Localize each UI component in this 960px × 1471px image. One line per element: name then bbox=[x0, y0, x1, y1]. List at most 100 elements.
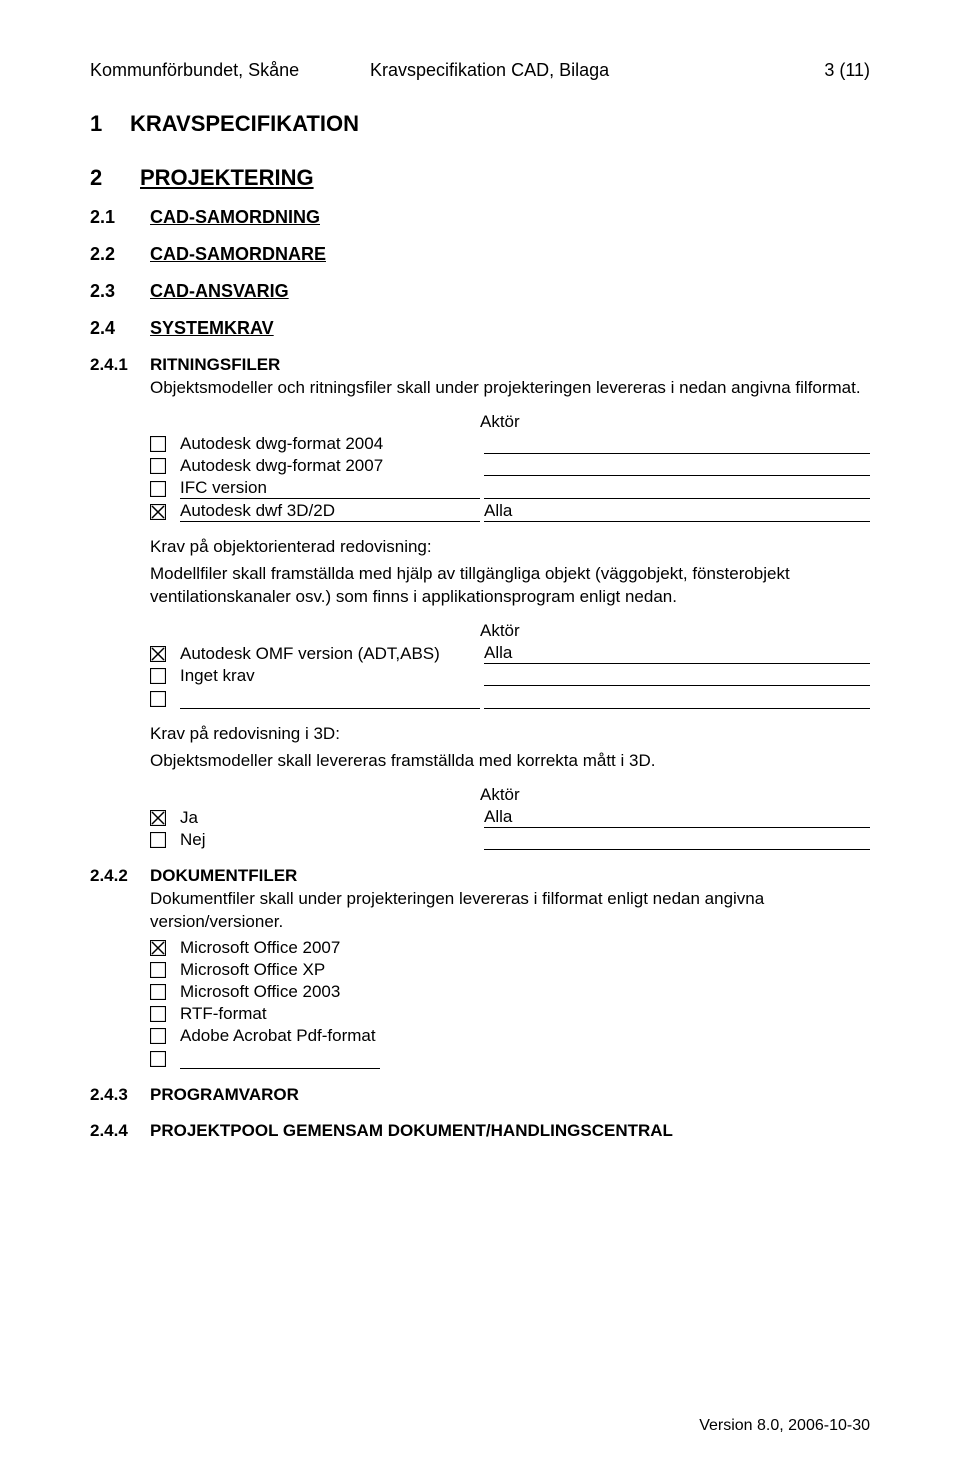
checklist-label: Inget krav bbox=[180, 666, 480, 686]
checklist-label: Microsoft Office XP bbox=[180, 960, 480, 980]
page: Kommunförbundet, Skåne Kravspecifikation… bbox=[0, 0, 960, 1471]
checklist-label: Autodesk dwf 3D/2D bbox=[180, 501, 480, 522]
section-2-4-3-title: PROGRAMVAROR bbox=[150, 1085, 299, 1105]
checklist-label bbox=[180, 1048, 480, 1069]
checklist-label: Microsoft Office 2007 bbox=[180, 938, 480, 958]
krav-objekt-body: Modellfiler skall framställda med hjälp … bbox=[90, 563, 870, 609]
checklist-right-fill: Alla bbox=[484, 501, 870, 522]
checklist-right-fill bbox=[484, 833, 870, 850]
checkbox-empty-icon bbox=[150, 1051, 166, 1067]
checklist-label: Nej bbox=[180, 830, 480, 850]
checkbox-empty-icon bbox=[150, 691, 166, 707]
section-2-1-num: 2.1 bbox=[90, 207, 150, 228]
checklist-label: RTF-format bbox=[180, 1004, 480, 1024]
section-2-4-4: 2.4.4 PROJEKTPOOL GEMENSAM DOKUMENT/HAND… bbox=[90, 1121, 870, 1141]
checklist-label: Autodesk dwg-format 2007 bbox=[180, 456, 480, 476]
aktor-heading-3: Aktör bbox=[90, 785, 870, 805]
checklist-label: Microsoft Office 2003 bbox=[180, 982, 480, 1002]
section-2: 2 PROJEKTERING bbox=[90, 165, 870, 191]
checklist-row: RTF-format bbox=[90, 1004, 870, 1024]
checklist-label: Autodesk OMF version (ADT,ABS) bbox=[180, 644, 480, 664]
checkbox-empty-icon bbox=[150, 1006, 166, 1022]
section-2-3-num: 2.3 bbox=[90, 281, 150, 302]
section-2-4: 2.4 SYSTEMKRAV bbox=[90, 318, 870, 339]
checklist-row: Autodesk dwg-format 2007 bbox=[90, 456, 870, 476]
checklist-row: Microsoft Office 2003 bbox=[90, 982, 870, 1002]
header-right: 3 (11) bbox=[790, 60, 870, 81]
section-2-num: 2 bbox=[90, 165, 140, 191]
checklist-applikationsprogram: Autodesk OMF version (ADT,ABS)AllaInget … bbox=[90, 643, 870, 709]
section-2-1: 2.1 CAD-SAMORDNING bbox=[90, 207, 870, 228]
header-mid: Kravspecifikation CAD, Bilaga bbox=[370, 60, 790, 81]
section-2-4-1-num: 2.4.1 bbox=[90, 355, 150, 375]
section-2-4-3: 2.4.3 PROGRAMVAROR bbox=[90, 1085, 870, 1105]
section-1-title: KRAVSPECIFIKATION bbox=[130, 111, 359, 137]
section-2-4-2-num: 2.4.2 bbox=[90, 866, 150, 886]
checkbox-empty-icon bbox=[150, 984, 166, 1000]
checkbox-empty-icon bbox=[150, 481, 166, 497]
checklist-row: Autodesk OMF version (ADT,ABS)Alla bbox=[90, 643, 870, 664]
section-1-num: 1 bbox=[90, 111, 130, 137]
section-2-1-title: CAD-SAMORDNING bbox=[150, 207, 320, 228]
section-2-2: 2.2 CAD-SAMORDNARE bbox=[90, 244, 870, 265]
checklist-label: Adobe Acrobat Pdf-format bbox=[180, 1026, 480, 1046]
checklist-row: Microsoft Office XP bbox=[90, 960, 870, 980]
checklist-row: Nej bbox=[90, 830, 870, 850]
checklist-label: Ja bbox=[180, 808, 480, 828]
checklist-ritningsfiler: Autodesk dwg-format 2004Autodesk dwg-for… bbox=[90, 434, 870, 522]
krav-3d-body: Objektsmodeller skall levereras framstäl… bbox=[90, 750, 870, 773]
aktor-heading-2: Aktör bbox=[90, 621, 870, 641]
header-left: Kommunförbundet, Skåne bbox=[90, 60, 370, 81]
section-2-4-3-num: 2.4.3 bbox=[90, 1085, 150, 1105]
section-2-4-2-para: Dokumentfiler skall under projekteringen… bbox=[90, 888, 870, 934]
section-2-4-1-para: Objektsmodeller och ritningsfiler skall … bbox=[90, 377, 870, 400]
checklist-label bbox=[180, 688, 480, 709]
footer-version: Version 8.0, 2006-10-30 bbox=[699, 1417, 870, 1435]
checkbox-checked-icon bbox=[150, 940, 166, 956]
checklist-right-fill: Alla bbox=[484, 807, 870, 828]
checklist-right-fill: Alla bbox=[484, 643, 870, 664]
checklist-right-fill bbox=[484, 692, 870, 709]
checklist-right-fill bbox=[484, 437, 870, 454]
checklist-label: IFC version bbox=[180, 478, 480, 499]
section-2-4-4-num: 2.4.4 bbox=[90, 1121, 150, 1141]
checkbox-empty-icon bbox=[150, 458, 166, 474]
checkbox-checked-icon bbox=[150, 504, 166, 520]
checkbox-empty-icon bbox=[150, 962, 166, 978]
checklist-row: JaAlla bbox=[90, 807, 870, 828]
page-header: Kommunförbundet, Skåne Kravspecifikation… bbox=[90, 60, 870, 81]
section-2-4-title: SYSTEMKRAV bbox=[150, 318, 274, 339]
checklist-row: Inget krav bbox=[90, 666, 870, 686]
section-2-4-2-title: DOKUMENTFILER bbox=[150, 866, 297, 886]
section-2-3-title: CAD-ANSVARIG bbox=[150, 281, 289, 302]
checklist-row: Autodesk dwf 3D/2DAlla bbox=[90, 501, 870, 522]
checkbox-checked-icon bbox=[150, 646, 166, 662]
checklist-row: IFC version bbox=[90, 478, 870, 499]
section-2-4-2: 2.4.2 DOKUMENTFILER bbox=[90, 866, 870, 886]
section-2-title: PROJEKTERING bbox=[140, 165, 314, 191]
checklist-right-fill bbox=[484, 669, 870, 686]
checkbox-empty-icon bbox=[150, 436, 166, 452]
section-1: 1 KRAVSPECIFIKATION bbox=[90, 111, 870, 137]
section-2-3: 2.3 CAD-ANSVARIG bbox=[90, 281, 870, 302]
section-2-4-1: 2.4.1 RITNINGSFILER bbox=[90, 355, 870, 375]
checklist-right-fill bbox=[484, 482, 870, 499]
checklist-3d: JaAllaNej bbox=[90, 807, 870, 850]
checkbox-checked-icon bbox=[150, 810, 166, 826]
checklist-row: Microsoft Office 2007 bbox=[90, 938, 870, 958]
checklist-label: Autodesk dwg-format 2004 bbox=[180, 434, 480, 454]
section-2-2-num: 2.2 bbox=[90, 244, 150, 265]
aktor-heading-1: Aktör bbox=[90, 412, 870, 432]
section-2-2-title: CAD-SAMORDNARE bbox=[150, 244, 326, 265]
checklist-row bbox=[90, 688, 870, 709]
checklist-row bbox=[90, 1048, 870, 1069]
checklist-right-fill bbox=[484, 459, 870, 476]
section-2-4-num: 2.4 bbox=[90, 318, 150, 339]
section-2-4-1-title: RITNINGSFILER bbox=[150, 355, 280, 375]
checkbox-empty-icon bbox=[150, 668, 166, 684]
krav-objekt-title: Krav på objektorienterad redovisning: bbox=[90, 536, 870, 559]
krav-3d-title: Krav på redovisning i 3D: bbox=[90, 723, 870, 746]
checklist-row: Adobe Acrobat Pdf-format bbox=[90, 1026, 870, 1046]
checklist-dokumentfiler: Microsoft Office 2007Microsoft Office XP… bbox=[90, 938, 870, 1069]
section-2-4-4-title: PROJEKTPOOL GEMENSAM DOKUMENT/HANDLINGSC… bbox=[150, 1121, 673, 1141]
